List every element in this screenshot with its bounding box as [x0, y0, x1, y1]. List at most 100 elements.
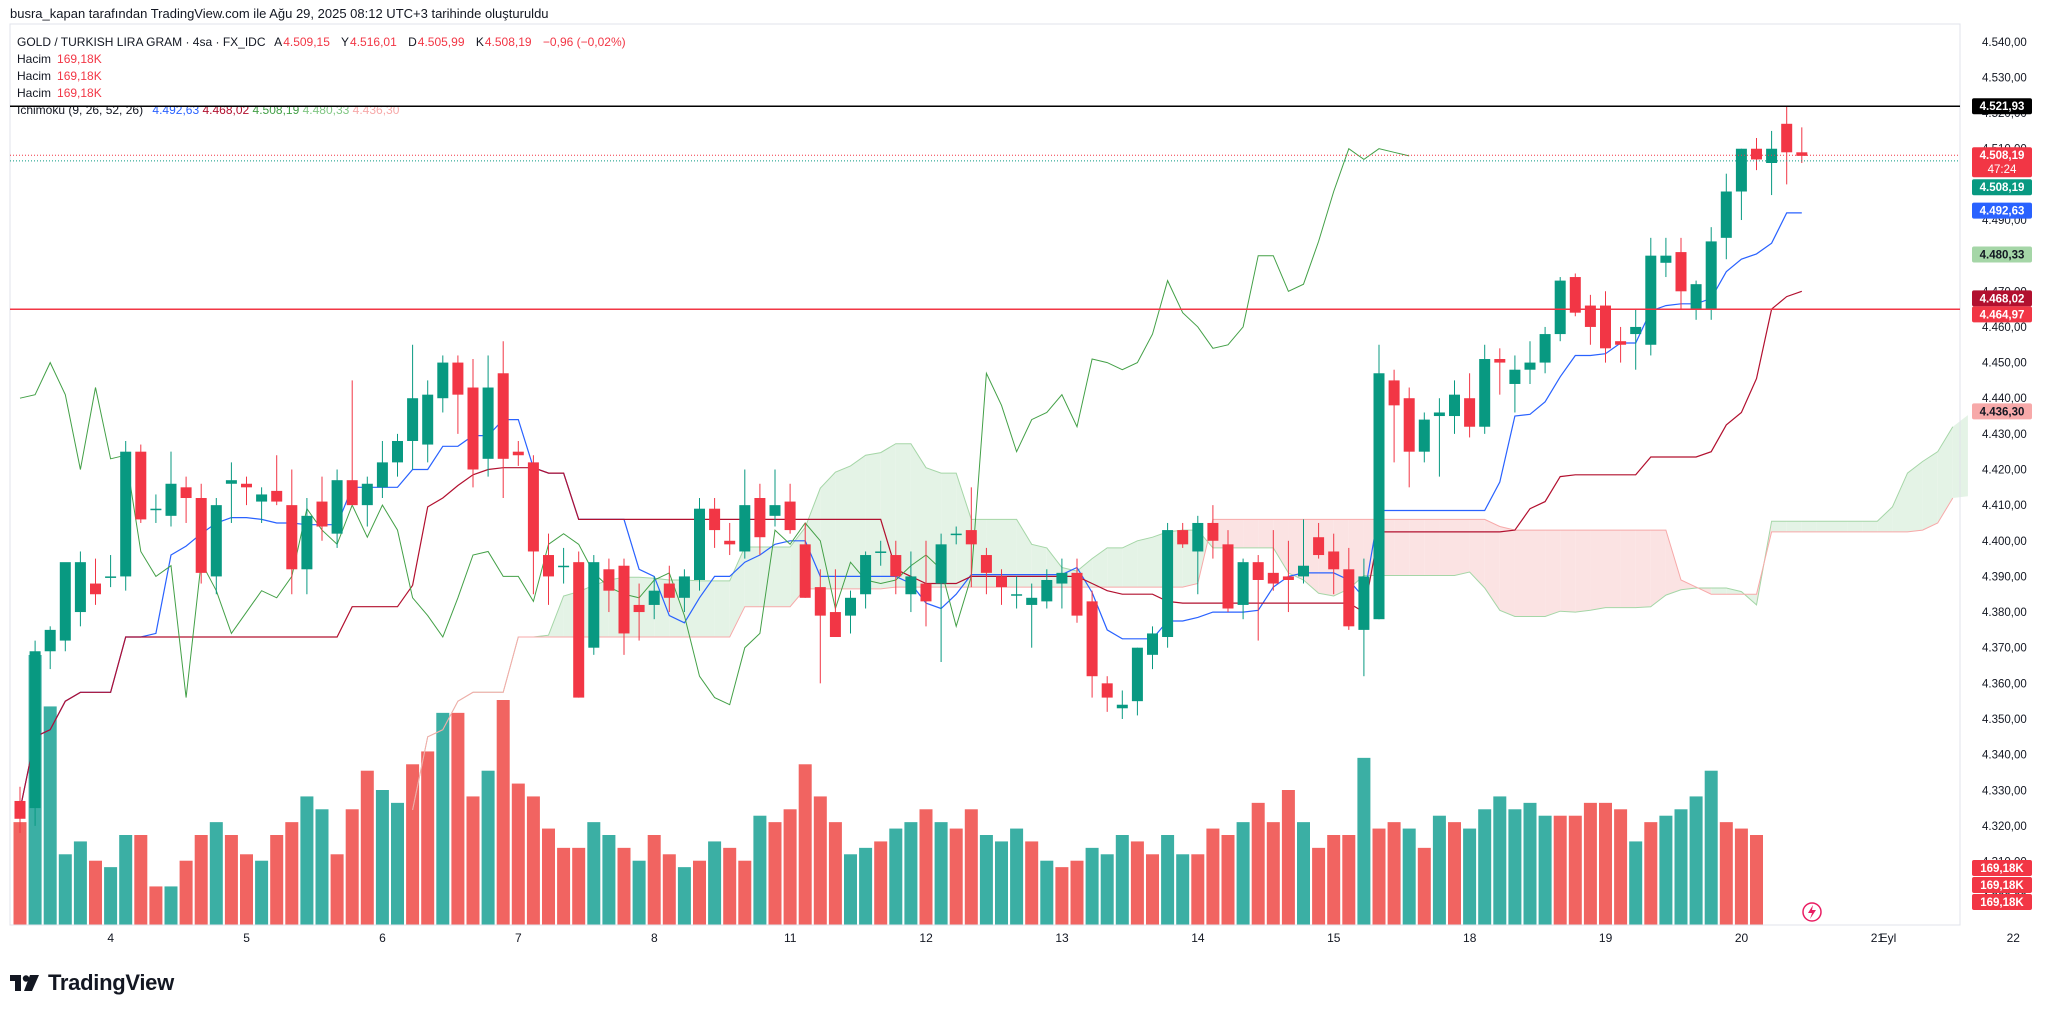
volume-bar — [1146, 854, 1159, 925]
price-tick-label: 4.540,00 — [1982, 37, 2027, 49]
tradingview-wordmark: TradingView — [48, 970, 174, 995]
volume-row-1[interactable]: Hacim 169,18K — [17, 51, 634, 68]
time-axis[interactable]: 45678111213141518192021222526272829Eyl — [10, 924, 2048, 945]
volume-bar — [1689, 796, 1703, 925]
cloud-segment — [1484, 519, 1500, 611]
volume-bar — [1704, 770, 1718, 925]
price-tick-label: 4.410,00 — [1982, 500, 2027, 512]
price-label-bg — [1972, 202, 2032, 219]
candle-body — [543, 555, 554, 577]
volume-bar — [949, 828, 963, 925]
candle-body — [754, 498, 766, 538]
candle — [1252, 555, 1264, 641]
time-tick-label: 20 — [1735, 931, 1749, 945]
candle — [74, 551, 86, 627]
candle — [256, 487, 268, 523]
candle — [482, 355, 494, 477]
volume-bar — [572, 847, 586, 925]
price-label-text: 4.508,19 — [1980, 182, 2025, 194]
cloud-segment — [1847, 521, 1863, 532]
time-tick-label: 5 — [243, 931, 250, 945]
candle — [1433, 398, 1445, 477]
volume-row-2[interactable]: Hacim 169,18K — [17, 68, 634, 85]
candle — [1101, 676, 1113, 712]
candle — [120, 440, 132, 591]
candle-body — [1086, 601, 1098, 677]
volume-value: 169,18K — [57, 69, 102, 83]
volume-bar — [194, 835, 208, 925]
candle — [1207, 505, 1219, 559]
candle-body — [1131, 647, 1143, 702]
candle — [845, 590, 856, 634]
candle-body — [316, 501, 328, 527]
horizontal-lines[interactable] — [10, 105, 1960, 310]
price-label-text: 4.436,30 — [1980, 406, 2025, 418]
candle-body — [1252, 562, 1264, 580]
candle-body — [1705, 241, 1717, 310]
volume-bar — [466, 796, 480, 925]
cloud-segment — [744, 547, 760, 607]
cloud-segment — [1786, 521, 1802, 532]
high-value: 4.516,01 — [350, 35, 397, 49]
candle-body — [1479, 359, 1491, 427]
candle-body — [935, 544, 947, 584]
volume-bar — [1206, 828, 1220, 925]
volume-bar — [360, 770, 374, 925]
cloud-segment — [1530, 530, 1546, 617]
cloud-segment — [1620, 530, 1636, 608]
volume-label: Hacim — [17, 69, 52, 83]
price-tick-label: 4.350,00 — [1982, 714, 2027, 726]
candle-body — [965, 530, 977, 545]
cloud-segment — [729, 547, 745, 638]
candle — [1539, 326, 1551, 374]
candle-body — [90, 583, 101, 595]
candle-body — [905, 576, 917, 595]
candle — [1011, 576, 1023, 609]
volume-bar — [1191, 854, 1205, 925]
volume-bar — [1553, 815, 1567, 925]
candle — [754, 483, 766, 556]
price-tick-label: 4.440,00 — [1982, 393, 2027, 405]
volume-bar — [451, 712, 465, 925]
tradingview-logo[interactable]: TradingView — [10, 970, 174, 996]
volume-bar — [1176, 854, 1190, 925]
volume-bar — [708, 841, 722, 925]
candle — [558, 547, 570, 584]
volume-bar — [1312, 847, 1326, 925]
volume-bar — [995, 841, 1008, 925]
candle-body — [29, 651, 41, 809]
cloud-segment — [1862, 521, 1878, 532]
volume-bar — [1040, 860, 1054, 925]
candle-body — [709, 508, 721, 531]
candle — [1751, 138, 1762, 171]
volume-bar — [1025, 841, 1039, 925]
volume-row-3[interactable]: Hacim 169,18K — [17, 85, 634, 102]
volume-bar — [1538, 815, 1552, 925]
volume-bar — [693, 860, 706, 925]
candle — [422, 380, 434, 463]
candle-body — [1630, 326, 1642, 335]
volume-label-bg — [1972, 877, 2032, 893]
symbol-row[interactable]: GOLD / TURKISH LIRA GRAM · 4sa · FX_IDC … — [17, 34, 634, 51]
lightning-icon[interactable] — [1802, 902, 1822, 922]
candle-body — [1720, 191, 1732, 238]
candle — [1343, 547, 1355, 630]
volume-bar — [119, 835, 133, 925]
candle — [588, 555, 600, 655]
volume-bar — [73, 841, 87, 925]
candle — [1660, 237, 1672, 278]
volume-bar — [828, 822, 842, 925]
cloud-segment — [1816, 521, 1832, 532]
candle — [1328, 533, 1340, 595]
volume-bar — [1055, 867, 1069, 925]
volume-bar — [1508, 809, 1522, 925]
candle — [573, 551, 585, 698]
candle-body — [558, 565, 570, 568]
candle-body — [195, 498, 207, 573]
price-label-bg — [1972, 98, 2032, 115]
candle — [1162, 522, 1174, 648]
volume-bar — [889, 828, 903, 925]
price-tick-label: 4.330,00 — [1982, 785, 2027, 797]
volume-label-bg — [1972, 860, 2032, 876]
